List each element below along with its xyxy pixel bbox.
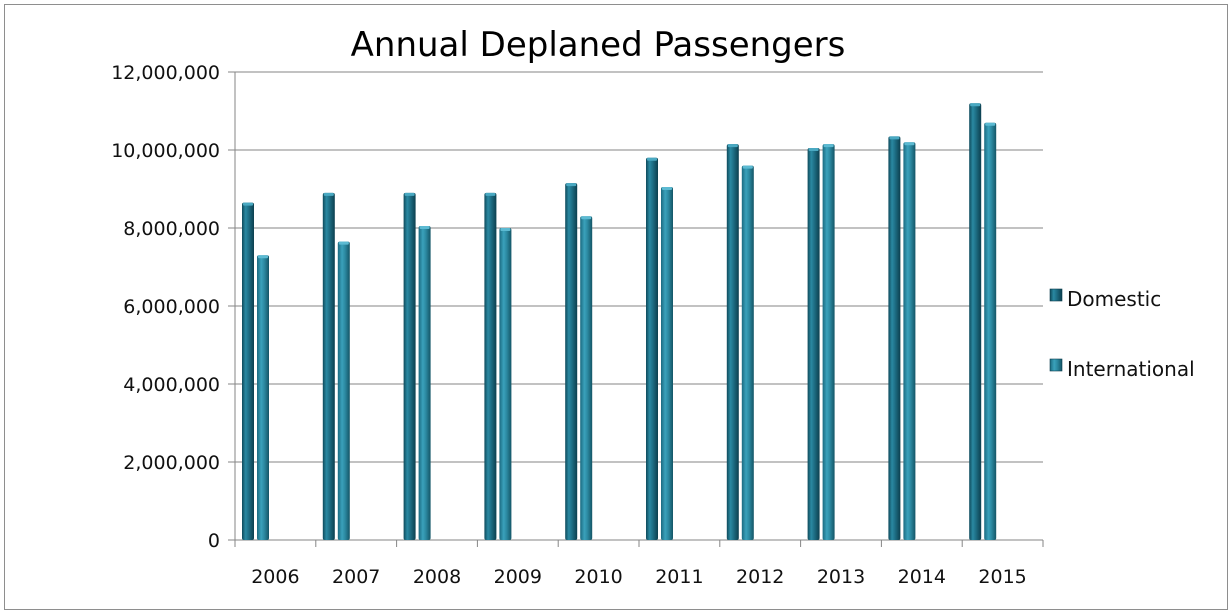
bar-body [741,165,754,540]
bar-domestic-2008 [403,192,416,540]
bar-body [322,192,335,540]
y-tick-label: 6,000,000 [123,296,220,318]
bar-cap [404,192,415,196]
bar-international-2015 [984,122,997,540]
bar-cap [338,241,349,245]
bar-cap [904,142,915,146]
bar-body [242,202,254,540]
bar-body [903,142,916,540]
bar-cap [742,165,753,169]
y-tick-label: 4,000,000 [123,374,220,396]
legend-swatch-domestic [1049,288,1063,302]
bar-international-2014 [903,142,916,540]
bar-cap [419,226,430,230]
bar-cap [581,216,592,220]
bar-cap [727,144,738,148]
bar-body [257,255,269,541]
legend: Domestic International [1049,287,1195,381]
bar-domestic-2014 [888,136,901,540]
bar-body [418,226,431,541]
x-tick-label: 2013 [817,566,865,588]
bar-cap [808,148,819,152]
legend-label-international: International [1067,357,1195,381]
bar-body [888,136,901,540]
bar-domestic-2015 [969,103,982,540]
bar-domestic-2011 [646,157,658,541]
bar-body [726,144,739,540]
y-tick-label: 10,000,000 [111,140,220,162]
bar-international-2007 [337,241,350,540]
bar-international-2013 [822,144,835,540]
bar-international-2008 [418,226,431,541]
bar-body [565,183,578,540]
bar-cap [485,192,496,196]
axes: 0 2,000,000 4,000,000 6,000,000 8,000,000 10,… [111,62,1044,588]
bar-international-2012 [741,165,754,540]
x-tick-label: 2014 [898,566,946,588]
bar-body [499,228,512,540]
x-tick-label: 2015 [978,566,1026,588]
bar-body [403,192,416,540]
bar-domestic-2006 [242,202,254,540]
bar-domestic-2012 [726,144,739,540]
bar-body [969,103,982,540]
bar-cap [647,157,657,161]
bar-body [984,122,997,540]
bars [242,103,997,541]
bar-body [337,241,350,540]
bar-cap [889,136,900,140]
x-tick-label: 2010 [574,566,622,588]
bar-cap [566,183,577,187]
x-tick-label: 2009 [494,566,542,588]
bar-body [661,187,673,541]
bar-domestic-2010 [565,183,578,540]
x-tick-label: 2008 [413,566,461,588]
bar-international-2009 [499,228,512,540]
legend-swatch-international [1049,358,1063,372]
bar-body [646,157,658,541]
bar-cap [258,255,268,259]
bar-body [484,192,497,540]
bar-cap [823,144,834,148]
gridlines [235,71,1043,463]
bar-international-2011 [661,187,673,541]
bar-cap [970,103,981,107]
bar-domestic-2013 [807,148,820,541]
bar-international-2010 [580,216,593,541]
chart-frame [4,4,1228,610]
bar-domestic-2009 [484,192,497,540]
y-tick-label: 8,000,000 [123,218,220,240]
x-tick-label: 2011 [655,566,703,588]
legend-label-domestic: Domestic [1067,287,1161,311]
bar-body [580,216,593,541]
bar-body [822,144,835,540]
chart-title: Annual Deplaned Passengers [351,25,846,65]
x-tick-label: 2006 [251,566,299,588]
x-tick-label: 2012 [736,566,784,588]
y-tick-label: 12,000,000 [111,62,220,84]
bar-cap [323,192,334,196]
bar-cap [243,202,253,206]
y-tick-label: 2,000,000 [123,452,220,474]
bar-domestic-2007 [322,192,335,540]
x-tick-label: 2007 [332,566,380,588]
bar-cap [500,228,511,231]
bar-international-2006 [257,255,269,541]
bar-cap [662,187,672,191]
bar-body [807,148,820,541]
bar-cap [985,122,996,126]
y-tick-label: 0 [208,530,220,552]
